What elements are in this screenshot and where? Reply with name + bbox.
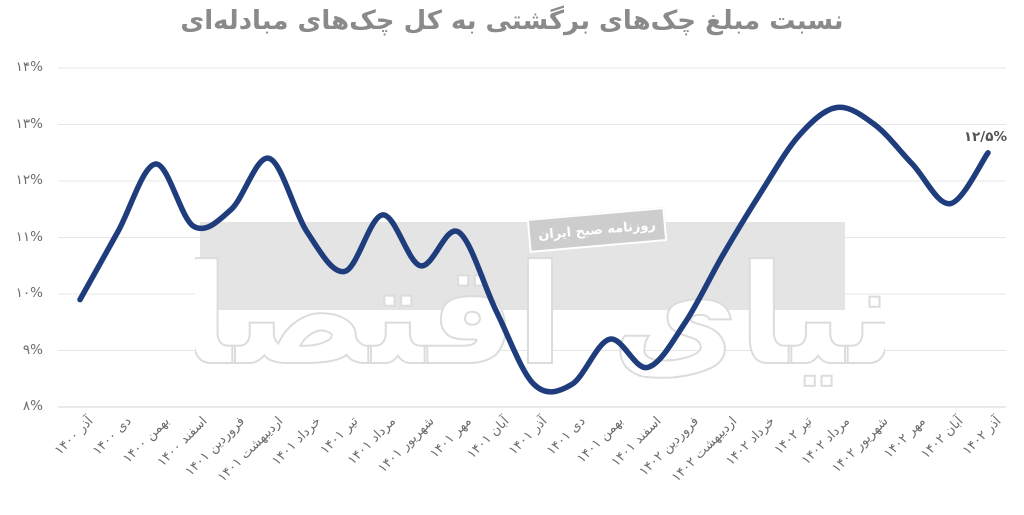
series-line-path: [77, 104, 991, 395]
chart-title: نسبت مبلغ چک‌های برگشتی به کل چک‌های مبا…: [180, 6, 844, 36]
watermark-logo-text: دنیای اقتصاد: [195, 234, 885, 397]
last-value-label: ۱۲/۵%: [963, 129, 1007, 145]
